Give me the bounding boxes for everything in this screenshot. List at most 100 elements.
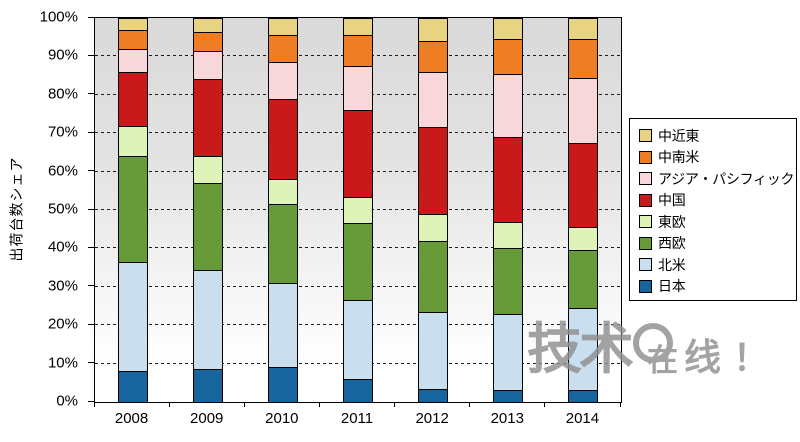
bar-2012 [418,18,449,402]
bar-segment-middle-east-2012 [418,18,449,42]
bar-segment-west-europe-2009 [192,183,223,270]
legend-item-china: 中国 [639,190,796,212]
x-axis-labels: 2008 2009 2010 2011 2012 2013 2014 [94,411,620,431]
y-tick-mark [88,362,94,364]
bar-segment-japan-2010 [267,367,298,402]
watermark-text-zai: 在 [647,343,679,378]
bar-segment-asia-pacific-2011 [343,66,373,111]
x-tick-label-2012: 2012 [415,410,449,427]
x-tick-label-2013: 2013 [490,410,524,427]
y-axis-ticks [88,16,94,402]
legend-swatch-east-europe [639,215,652,229]
y-tick-label-90: 90% [47,46,78,64]
legend-swatch-china [639,193,652,207]
bar-segment-north-america-2011 [343,300,373,379]
bar-segment-north-america-2014 [568,307,599,391]
bar-segment-china-2012 [418,127,449,214]
x-tick-label-2009: 2009 [190,410,224,427]
bar-segment-north-america-2012 [418,311,449,389]
x-tick-mark [469,402,471,407]
bar-segment-west-europe-2010 [267,204,298,283]
x-tick-mark [544,402,546,407]
bar-segment-east-europe-2010 [267,179,298,205]
legend-item-west-europe: 西欧 [639,233,796,255]
bar-segment-west-europe-2013 [493,248,524,314]
magnifier-ring-icon [633,323,674,363]
y-tick-mark [88,131,94,133]
legend-item-japan: 日本 [639,276,796,298]
y-tick-mark [88,93,94,95]
bar-segment-west-europe-2008 [117,156,148,262]
bar-2008 [117,18,148,402]
bar-segment-asia-pacific-2009 [192,50,223,80]
bar-segment-asia-pacific-2013 [493,73,524,138]
y-tick-label-60: 60% [47,162,78,180]
bar-2010 [267,18,298,402]
y-axis-labels: 100% 90% 80% 70% 60% 50% 40% 30% 20% 10% 0% [0,10,84,409]
bar-2009 [192,18,223,402]
legend-swatch-japan [639,279,652,293]
x-tick-label-2010: 2010 [265,410,299,427]
legend-swatch-middle-east [639,129,652,143]
bar-segment-japan-2009 [192,369,223,402]
bar-segment-east-europe-2011 [343,196,373,224]
bar-segment-latin-america-2014 [568,39,599,78]
bar-segment-west-europe-2012 [418,240,449,312]
bar-segment-latin-america-2013 [493,39,524,74]
bar-segment-japan-2011 [343,378,373,402]
y-tick-label-40: 40% [47,238,78,256]
y-tick-mark [88,323,94,325]
bar-segment-middle-east-2008 [117,18,148,30]
legend-label-middle-east: 中近東 [658,127,700,144]
y-tick-label-70: 70% [47,123,78,141]
bar-segment-asia-pacific-2014 [568,77,599,143]
watermark-exclamation: ！ [733,337,770,378]
y-tick-mark [88,285,94,287]
bar-segment-latin-america-2012 [418,41,449,72]
bar-segment-north-america-2010 [267,282,298,368]
bar-segment-asia-pacific-2008 [117,48,148,72]
bar-segment-latin-america-2008 [117,29,148,49]
legend-item-middle-east: 中近東 [639,125,796,147]
bar-segment-asia-pacific-2012 [418,71,449,128]
x-tick-mark [243,402,245,407]
legend-label-east-europe: 東欧 [658,213,686,230]
legend-item-north-america: 北米 [639,254,796,276]
bar-segment-east-europe-2014 [568,227,599,251]
legend-item-asia-pacific: アジア・パシフィック [639,168,796,190]
bar-segment-asia-pacific-2010 [267,62,298,99]
y-tick-label-20: 20% [47,315,78,333]
bar-segment-china-2009 [192,79,223,157]
bar-segment-latin-america-2009 [192,31,223,51]
legend-swatch-latin-america [639,150,652,164]
y-tick-mark [88,16,94,18]
bar-segment-middle-east-2013 [493,18,524,40]
y-tick-label-50: 50% [47,200,78,218]
bar-segment-east-europe-2013 [493,221,524,249]
bar-2013 [493,18,524,402]
x-axis-ticks [93,402,621,407]
watermark-text-xian: 线 [684,337,722,378]
y-tick-label-100: 100% [39,8,78,26]
x-tick-label-2008: 2008 [114,410,149,427]
legend-label-latin-america: 中南米 [658,149,700,166]
y-tick-label-10: 10% [47,354,78,372]
bar-segment-latin-america-2010 [267,35,298,63]
bar-segment-north-america-2009 [192,269,223,370]
bar-segment-china-2008 [117,71,148,126]
y-tick-mark [88,208,94,210]
legend-item-east-europe: 東欧 [639,211,796,233]
legend-label-china: 中国 [658,192,686,209]
legend-label-asia-pacific: アジア・パシフィック [658,170,795,187]
bar-segment-west-europe-2014 [568,250,599,308]
legend-swatch-west-europe [639,236,652,250]
bar-2014 [568,18,599,402]
bar-segment-east-europe-2008 [117,125,148,157]
bar-2011 [343,18,373,402]
legend-label-west-europe: 西欧 [658,235,686,252]
bar-segment-middle-east-2010 [267,18,298,36]
bar-segment-north-america-2013 [493,313,524,391]
x-tick-label-2014: 2014 [565,410,600,427]
x-tick-mark [619,402,621,407]
